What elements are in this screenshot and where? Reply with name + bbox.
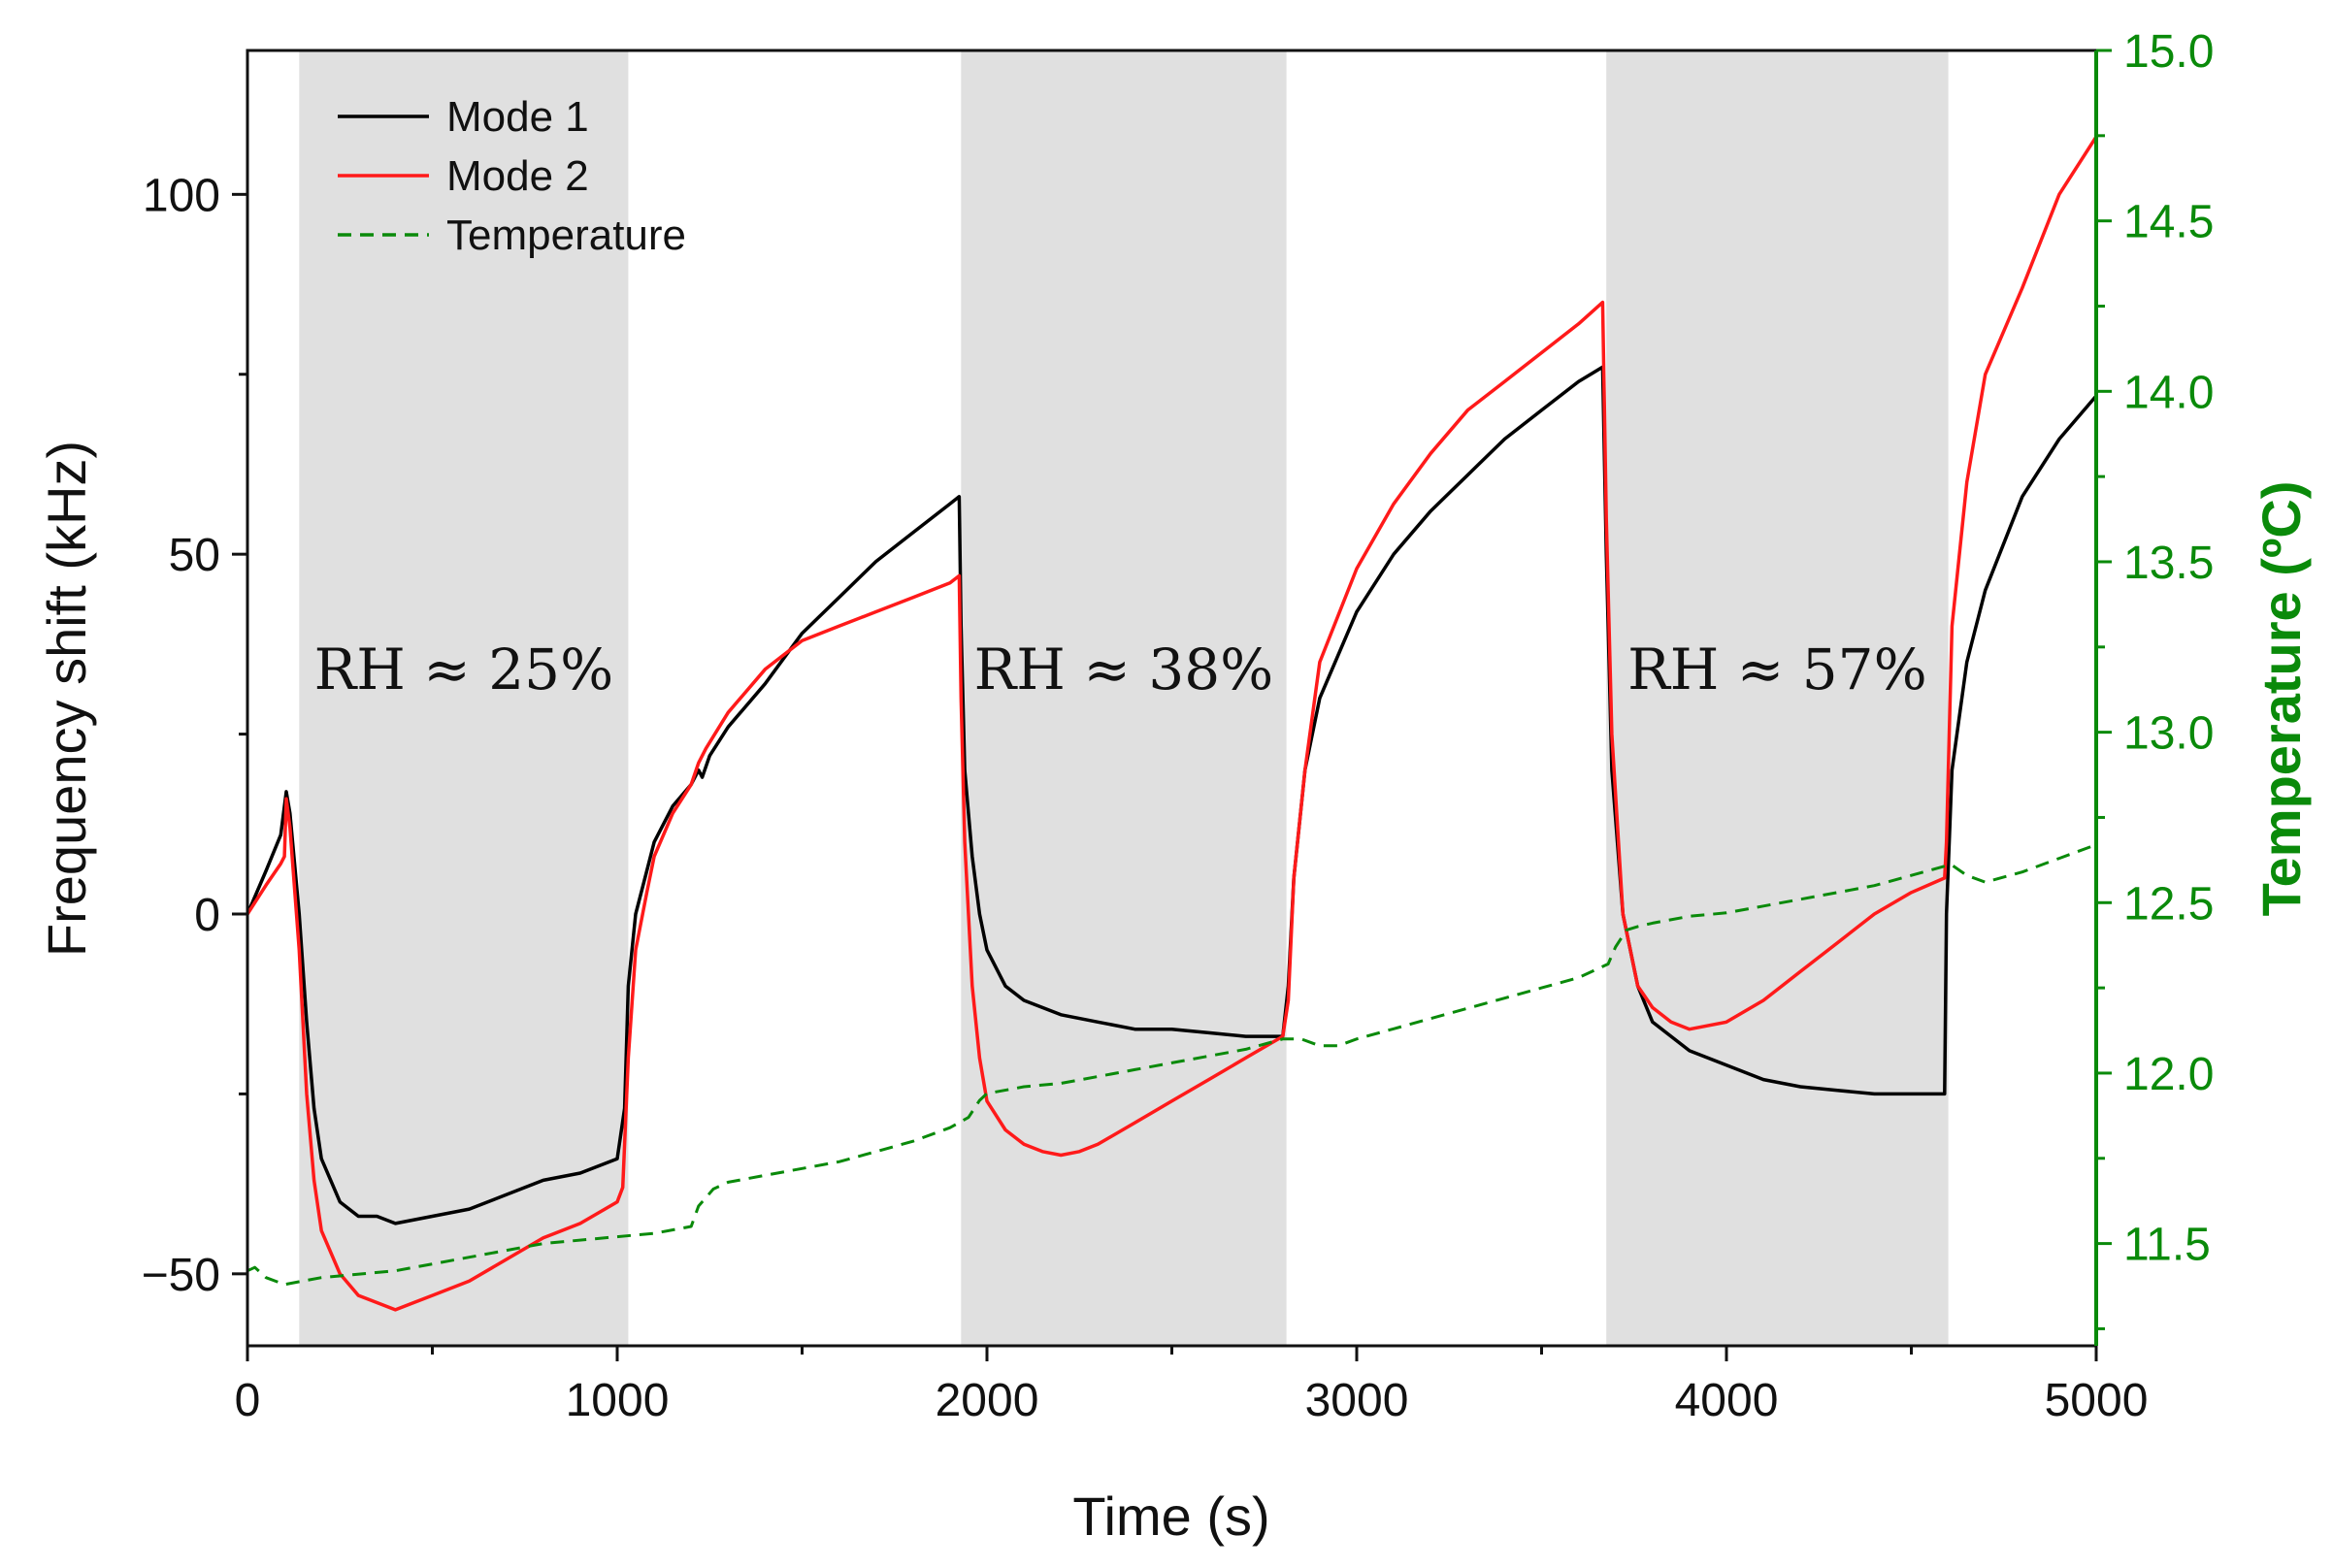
y-axis-ticks: −50 0 50 100 xyxy=(142,170,247,1301)
region-labels: RH ≈ 25% RH ≈ 38% RH ≈ 57% xyxy=(314,637,1927,702)
y2-tick-label: 14.5 xyxy=(2123,197,2214,248)
y-axis-label: Frequency shift (kHz) xyxy=(36,441,97,957)
shaded-regions xyxy=(299,50,1949,1346)
y-tick-label: 100 xyxy=(143,170,220,221)
series-line-mode-2 xyxy=(246,136,2098,1312)
legend-label: Temperature xyxy=(446,212,686,259)
y2-axis-ticks: 11.5 12.0 12.5 13.0 13.5 14.0 14.5 15.0 xyxy=(2096,26,2214,1330)
y2-axis-label: Temperature (ºC) xyxy=(2251,481,2312,917)
region-label-2: RH ≈ 38% xyxy=(974,637,1274,702)
legend-label: Mode 2 xyxy=(446,152,589,200)
series-lines xyxy=(246,136,2098,1312)
shaded-region-3 xyxy=(1606,50,1949,1346)
x-tick-label: 0 xyxy=(235,1375,261,1426)
y-tick-label: 50 xyxy=(169,530,220,581)
shaded-region-1 xyxy=(299,50,629,1346)
region-label-1: RH ≈ 25% xyxy=(314,637,614,702)
y2-tick-label: 12.5 xyxy=(2123,878,2214,930)
x-tick-label: 1000 xyxy=(566,1375,670,1426)
y2-tick-label: 15.0 xyxy=(2123,26,2214,78)
y2-tick-label: 14.0 xyxy=(2123,367,2214,418)
x-tick-label: 5000 xyxy=(2045,1375,2149,1426)
y-tick-label: −50 xyxy=(142,1250,220,1301)
legend-label: Mode 1 xyxy=(446,93,589,141)
y2-tick-label: 12.0 xyxy=(2123,1049,2214,1100)
x-tick-label: 4000 xyxy=(1675,1375,1779,1426)
x-axis-label: Time (s) xyxy=(1072,1486,1269,1547)
y2-tick-label: 13.5 xyxy=(2123,538,2214,589)
x-tick-label: 2000 xyxy=(936,1375,1039,1426)
y2-tick-label: 11.5 xyxy=(2123,1220,2211,1271)
y2-tick-label: 13.0 xyxy=(2123,708,2214,760)
legend: Mode 1 Mode 2 Temperature xyxy=(338,93,686,259)
series-line-temperature xyxy=(246,843,2097,1287)
series-line-mode-1 xyxy=(246,365,2098,1225)
x-tick-label: 3000 xyxy=(1305,1375,1409,1426)
x-axis-ticks: 0 1000 2000 3000 4000 5000 xyxy=(235,1346,2149,1426)
y-tick-label: 0 xyxy=(194,890,220,941)
region-label-3: RH ≈ 57% xyxy=(1627,637,1927,702)
